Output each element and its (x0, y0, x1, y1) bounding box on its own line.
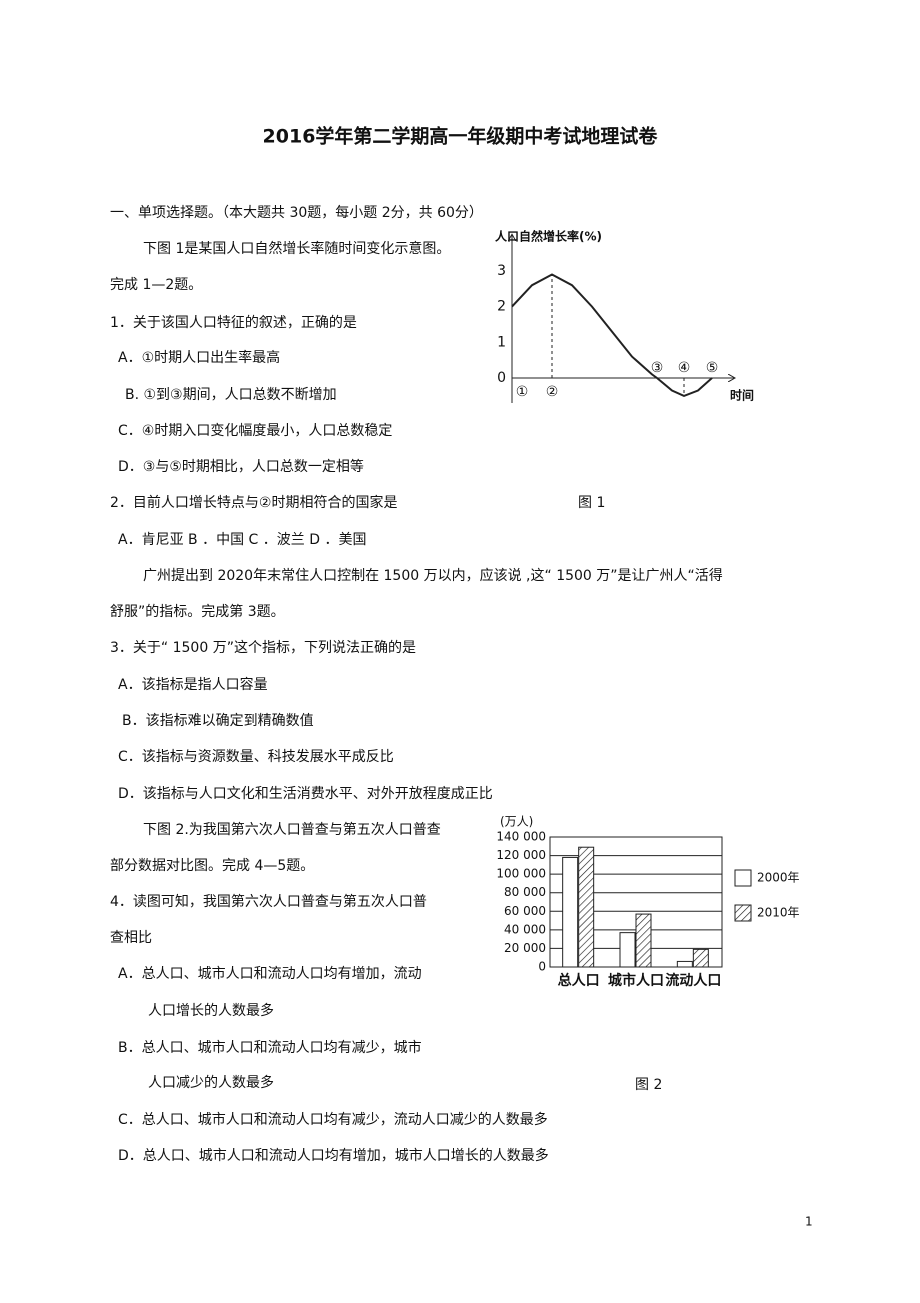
text-line: 1．关于该国人口特征的叙述，正确的是 (110, 314, 357, 331)
text-line: 舒服”的指标。完成第 3题。 (110, 603, 285, 620)
x-tick-label: ⑤ (706, 360, 719, 376)
text-line: D．总人口、城市人口和流动人口均有增加，城市人口增长的人数最多 (118, 1147, 549, 1164)
text-line: 2．目前人口增长特点与②时期相符合的国家是 (110, 494, 397, 511)
text-line: 人口减少的人数最多 (148, 1074, 274, 1091)
y-tick-label: 1 (497, 334, 506, 350)
text-line: A．总人口、城市人口和流动人口均有增加，流动 (118, 965, 422, 982)
text-line: C．④时期入口变化幅度最小，人口总数稳定 (118, 423, 392, 439)
x-tick-label: ② (546, 384, 559, 400)
x-tick-label: 总人口 (558, 972, 600, 989)
text-line: A．该指标是指人口容量 (118, 676, 268, 693)
y-axis-title: (万人) (500, 815, 533, 829)
x-tick-label: 城市人口 (608, 972, 664, 989)
x-axis-title: 时间 (730, 388, 754, 403)
legend-swatch (734, 904, 752, 922)
text-line: C．该指标与资源数量、科技发展水平成反比 (118, 749, 394, 765)
legend-label: 2000年 (757, 871, 800, 885)
text-line: C．总人口、城市人口和流动人口均有减少，流动人口减少的人数最多 (118, 1111, 548, 1128)
y-tick-label: 20 000 (504, 941, 546, 955)
x-tick-label: 流动人口 (665, 972, 721, 989)
y-tick-label: 80 000 (504, 885, 546, 899)
y-tick-label: 100 000 (496, 867, 546, 881)
text-line: 3．关于“ 1500 万”这个指标，下列说法正确的是 (110, 639, 416, 656)
figure-caption: 图 2 (635, 1077, 662, 1093)
x-tick-label: ④ (678, 360, 691, 376)
text-line: 一、单项选择题。（本大题共 30题，每小题 2分，共 60分） (110, 205, 483, 221)
y-tick-label: 2 (497, 299, 506, 315)
doc-title: 2016学年第二学期高一年级期中考试地理试卷 (263, 125, 659, 148)
y-tick-label: 60 000 (504, 904, 546, 918)
page-number: 1 (805, 1215, 813, 1229)
y-tick-label: 40 000 (504, 922, 546, 936)
text-line: 下图 2.为我国第六次人口普查与第五次人口普查 (143, 821, 441, 838)
bar (635, 913, 652, 968)
figure-caption: 图 1 (578, 495, 605, 511)
y-tick-label: 140 000 (496, 830, 546, 844)
text-line: 下图 1是某国人口自然增长率随时间变化示意图。 (143, 240, 450, 257)
text-line: 人口增长的人数最多 (148, 1002, 274, 1019)
text-line: B. ①到③期间，人口总数不断增加 (125, 387, 337, 403)
bar (578, 846, 595, 968)
text-line: B．该指标难以确定到精确数值 (122, 713, 314, 729)
x-tick-label: ① (516, 384, 529, 400)
y-axis-title: 人口自然增长率(%) (495, 229, 602, 244)
text-line: 广州提出到 2020年末常住人口控制在 1500 万以内，应该说 ,这“ 150… (143, 567, 723, 584)
text-line: 查相比 (110, 930, 152, 946)
bar (619, 932, 636, 968)
y-tick-label: 0 (538, 960, 546, 974)
text-line: 4．读图可知，我国第六次人口普查与第五次人口普 (110, 893, 427, 910)
text-line: B．总人口、城市人口和流动人口均有减少，城市 (118, 1039, 422, 1056)
x-tick-label: ③ (651, 360, 664, 376)
bar (676, 960, 693, 968)
curve (511, 273, 713, 397)
y-tick-label: 3 (497, 263, 506, 279)
text-line: D．③与⑤时期相比，人口总数一定相等 (118, 458, 364, 475)
legend-swatch (734, 869, 752, 887)
text-line: A．肯尼亚 B ．中国 C ．波兰 D ．美国 (118, 532, 366, 548)
text-line: 部分数据对比图。完成 4—5题。 (110, 858, 314, 874)
text-line: D．该指标与人口文化和生活消费水平、对外开放程度成正比 (118, 786, 493, 802)
bar (692, 948, 709, 968)
bar (562, 856, 579, 968)
text-line: A．①时期人口出生率最高 (118, 349, 280, 366)
legend-label: 2010年 (757, 906, 800, 920)
text-line: 完成 1—2题。 (110, 277, 202, 293)
y-tick-label: 120 000 (496, 848, 546, 862)
y-tick-label: 0 (497, 370, 506, 386)
